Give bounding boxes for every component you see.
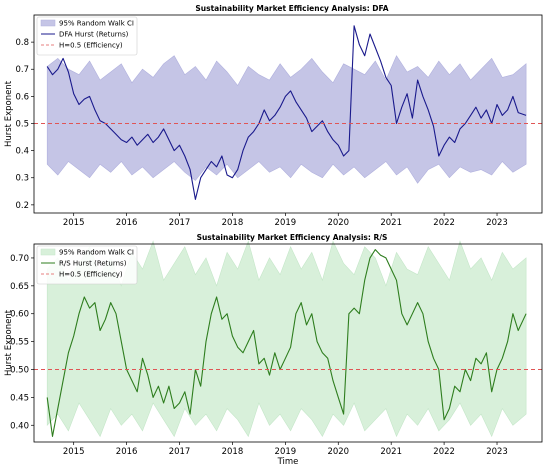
y-tick-label: 0.3 xyxy=(15,174,29,184)
x-tick-label: 2021 xyxy=(380,218,402,228)
y-tick-label: 0.65 xyxy=(10,282,29,292)
y-tick-label: 0.4 xyxy=(15,147,29,157)
x-tick-label: 2019 xyxy=(275,218,297,228)
legend-label-hurst: R/S Hurst (Returns) xyxy=(59,260,127,268)
y-tick-label: 0.40 xyxy=(10,421,29,431)
chart-title: Sustainability Market Efficiency Analysi… xyxy=(195,4,388,13)
y-tick-label: 0.6 xyxy=(15,92,29,102)
chart-panel-rs: Sustainability Market Efficiency Analysi… xyxy=(4,233,543,467)
y-tick-label: 0.55 xyxy=(10,338,29,348)
x-tick-label: 2022 xyxy=(433,447,455,457)
legend: 95% Random Walk CI DFA Hurst (Returns) H… xyxy=(36,16,138,56)
x-tick-label: 2016 xyxy=(116,447,138,457)
hurst-series-line xyxy=(46,25,527,200)
y-axis-label: Hurst Exponent xyxy=(4,309,14,376)
y-tick-label: 0.7 xyxy=(15,65,29,75)
y-tick-label: 0.50 xyxy=(10,365,29,375)
x-tick-label: 2020 xyxy=(327,218,349,228)
legend-swatch-ci xyxy=(40,19,56,27)
chart-panel-dfa: Sustainability Market Efficiency Analysi… xyxy=(4,4,543,228)
ci-band xyxy=(46,240,527,438)
x-tick-label: 2021 xyxy=(380,447,402,457)
plot-layer xyxy=(34,240,542,438)
legend-label-ci: 95% Random Walk CI xyxy=(59,20,134,28)
legend-swatch-ci xyxy=(40,248,56,256)
x-tick-label: 2016 xyxy=(116,218,138,228)
plot-layer xyxy=(34,25,542,200)
x-tick-label: 2018 xyxy=(222,218,244,228)
x-tick-label: 2017 xyxy=(169,447,191,457)
x-tick-label: 2022 xyxy=(433,218,455,228)
legend-label-ci: 95% Random Walk CI xyxy=(59,249,134,257)
legend: 95% Random Walk CI R/S Hurst (Returns) H… xyxy=(36,245,138,285)
chart-title: Sustainability Market Efficiency Analysi… xyxy=(197,233,388,242)
y-tick-label: 0.5 xyxy=(15,119,29,129)
x-axis: 2015 2016 2017 2018 2019 2020 2021 2022 2023 xyxy=(63,213,508,228)
x-tick-label: 2023 xyxy=(486,447,508,457)
y-axis: 0.2 0.3 0.4 0.5 0.6 0.7 0.8 xyxy=(15,38,34,211)
x-tick-label: 2017 xyxy=(169,218,191,228)
x-tick-label: 2018 xyxy=(222,447,244,457)
legend-label-hurst: DFA Hurst (Returns) xyxy=(59,31,129,39)
y-axis-label: Hurst Exponent xyxy=(4,80,14,147)
x-tick-label: 2015 xyxy=(63,447,85,457)
y-tick-label: 0.45 xyxy=(10,393,29,403)
x-tick-label: 2023 xyxy=(486,218,508,228)
legend-box xyxy=(36,16,138,56)
y-tick-label: 0.8 xyxy=(15,38,29,48)
y-tick-label: 0.2 xyxy=(15,201,29,211)
legend-box xyxy=(36,245,138,285)
legend-label-reference: H=0.5 (Efficiency) xyxy=(59,271,123,279)
x-tick-label: 2015 xyxy=(63,218,85,228)
plot-frame xyxy=(33,14,543,214)
plot-frame xyxy=(33,243,543,443)
x-tick-label: 2020 xyxy=(327,447,349,457)
ci-band xyxy=(46,55,527,184)
legend-label-reference: H=0.5 (Efficiency) xyxy=(59,42,123,50)
y-axis: 0.40 0.45 0.50 0.55 0.60 0.65 0.70 xyxy=(10,254,34,431)
x-axis: 2015 2016 2017 2018 2019 2020 2021 2022 2023 xyxy=(63,442,508,457)
x-axis-label: Time xyxy=(277,457,299,467)
x-tick-label: 2019 xyxy=(275,447,297,457)
y-tick-label: 0.60 xyxy=(10,310,29,320)
y-tick-label: 0.70 xyxy=(10,254,29,264)
